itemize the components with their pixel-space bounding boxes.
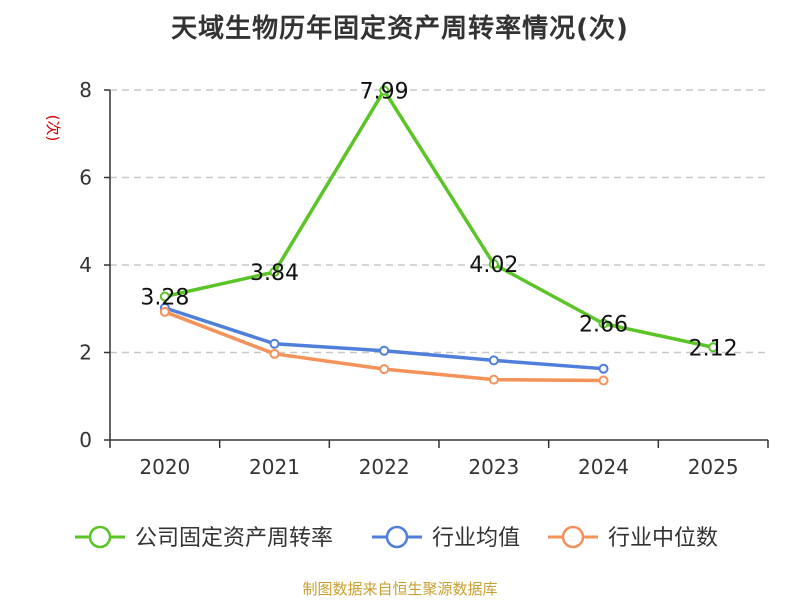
legend-swatch-marker bbox=[88, 525, 112, 549]
y-tick-label: 2 bbox=[79, 341, 92, 365]
data-label: 4.02 bbox=[469, 253, 518, 278]
x-tick-label: 2022 bbox=[359, 455, 410, 479]
company-series-point bbox=[598, 318, 609, 329]
data-label: 3.84 bbox=[250, 261, 299, 286]
y-tick-label: 6 bbox=[79, 166, 92, 190]
legend-label: 公司固定资产周转率 bbox=[135, 526, 333, 551]
x-tick-label: 2023 bbox=[468, 455, 519, 479]
source-note: 制图数据来自恒生聚源数据库 bbox=[302, 580, 498, 598]
data-label: 2.66 bbox=[579, 313, 628, 338]
company-series-point bbox=[379, 85, 390, 96]
data-label: 7.99 bbox=[360, 79, 409, 104]
industry-median-series-point bbox=[379, 364, 390, 375]
company-series-point bbox=[269, 267, 280, 277]
company-series-point bbox=[488, 259, 499, 270]
industry-mean-series-point bbox=[488, 355, 499, 366]
company-series-point bbox=[159, 291, 170, 302]
industry-median-series-point bbox=[488, 374, 499, 385]
x-tick-label: 2020 bbox=[139, 455, 190, 479]
x-tick-label: 2025 bbox=[688, 455, 739, 479]
industry-median-series-point bbox=[269, 348, 280, 359]
data-label: 2.12 bbox=[689, 336, 738, 361]
legend-swatch-marker bbox=[561, 525, 585, 549]
industry-mean-series-point bbox=[598, 363, 609, 374]
x-tick-label: 2024 bbox=[578, 455, 629, 479]
y-tick-label: 4 bbox=[79, 253, 92, 277]
y-axis-label: (次) bbox=[44, 115, 62, 142]
legend-swatch-marker bbox=[385, 525, 409, 549]
y-tick-label: 8 bbox=[79, 78, 92, 102]
legend-label: 行业中位数 bbox=[608, 526, 718, 551]
company-series-line bbox=[164, 88, 714, 349]
data-label: 3.28 bbox=[140, 286, 189, 311]
industry-mean-series-point bbox=[269, 338, 280, 349]
legend-label: 行业均值 bbox=[432, 526, 520, 551]
company-series-point bbox=[708, 342, 719, 353]
industry-median-series-point bbox=[159, 306, 170, 317]
chart-title: 天域生物历年固定资产周转率情况(次) bbox=[171, 14, 629, 44]
y-tick-label: 0 bbox=[79, 428, 92, 452]
industry-mean-series-point bbox=[379, 345, 390, 356]
x-tick-label: 2021 bbox=[249, 455, 300, 479]
industry-median-series-point bbox=[598, 375, 609, 386]
